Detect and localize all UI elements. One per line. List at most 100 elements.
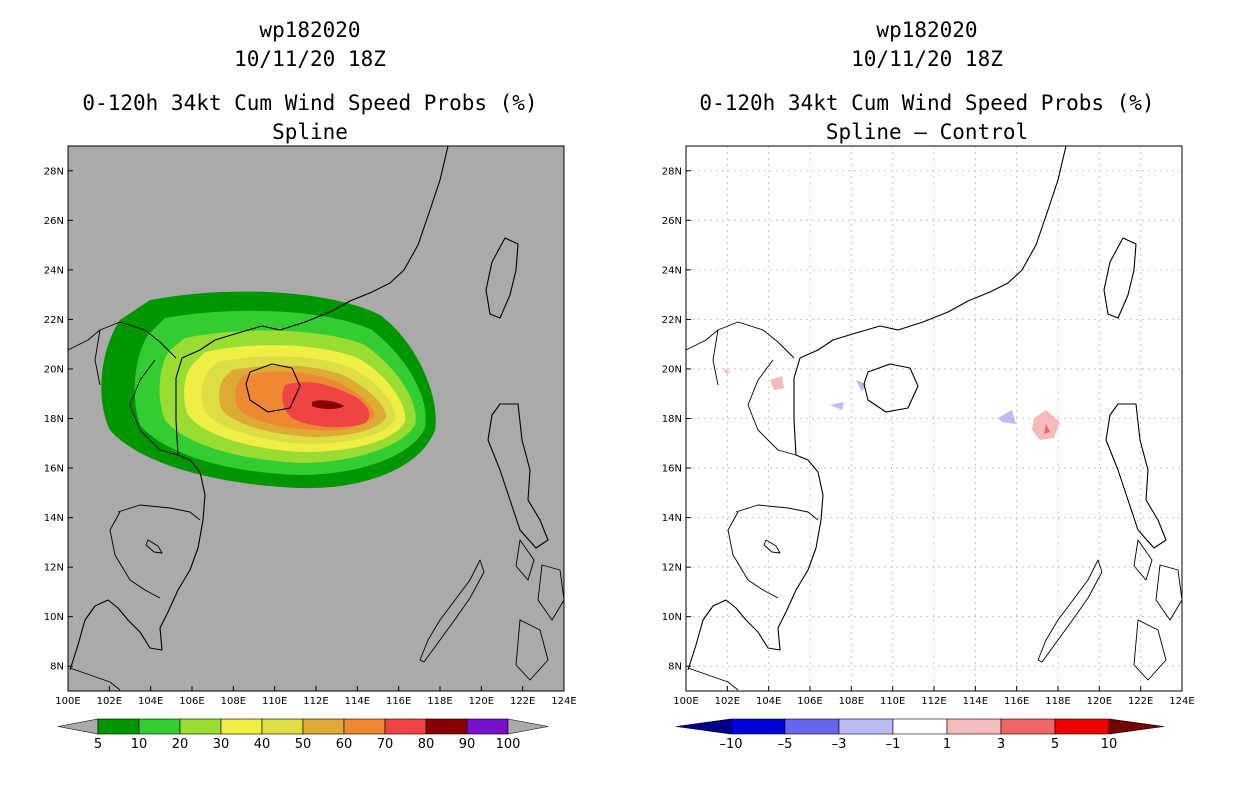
left-colorbar-swatch (220, 718, 263, 735)
right-lon-tick-label: 108E (839, 696, 864, 707)
left-lat-tick-label: 24N (44, 265, 64, 276)
right-colorbar-label: 1 (943, 737, 951, 752)
right-colorbar-swatch (838, 718, 894, 735)
left-lon-tick-label: 108E (221, 696, 246, 707)
right-lon-tick-label: 116E (1004, 696, 1029, 707)
right-colorbar-swatch (946, 718, 1002, 735)
left-lat-tick-label: 28N (44, 166, 64, 177)
right-colorbar-label: 10 (1101, 737, 1118, 752)
left-datetime: 10/11/20 18Z (234, 47, 386, 71)
right-colorbar-swatch (784, 718, 840, 735)
right-colorbar-low-arrow (675, 718, 732, 735)
right-lon-tick-label: 124E (1169, 696, 1194, 707)
right-lat-tick-label: 20N (662, 364, 682, 375)
left-lon-tick-label: 110E (262, 696, 287, 707)
right-colorbar-swatch (1054, 718, 1110, 735)
right-lat-tick-label: 16N (662, 464, 682, 475)
left-colorbar-swatch (261, 718, 304, 735)
left-lat-tick-label: 12N (44, 563, 64, 574)
left-colorbar-low-arrow (57, 718, 99, 735)
right-lon-tick-label: 112E (921, 696, 946, 707)
right-lat-tick-label: 24N (662, 265, 682, 276)
right-product: 0-120h 34kt Cum Wind Speed Probs (%) (699, 91, 1155, 115)
right-axes: 100E 102E 104E 106E 108E 110E 112E 114E 116E 118E… (662, 166, 1195, 707)
right-lat-tick-label: 10N (662, 612, 682, 623)
right-lat-tick-label: 26N (662, 216, 682, 227)
right-colorbar-label: 5 (1051, 737, 1059, 752)
left-colorbar-swatch (384, 718, 427, 735)
left-colorbar-swatch (302, 718, 345, 735)
right-lon-tick-label: 122E (1128, 696, 1153, 707)
left-map: 100E 102E 104E 106E 108E 110E 112E 114E 116E 118E… (44, 145, 577, 752)
left-colorbar-swatch (179, 718, 222, 735)
right-colorbar-swatch (892, 718, 948, 735)
right-colorbar-label: –3 (832, 737, 847, 752)
left-colorbar-swatch (97, 718, 140, 735)
left-title-block: wp182020 10/11/20 18Z (60, 16, 560, 74)
right-lat-tick-label: 18N (662, 414, 682, 425)
left-colorbar-label: 70 (377, 737, 394, 752)
left-colorbar-label: 90 (459, 737, 476, 752)
right-storm-id: wp182020 (876, 18, 978, 42)
right-lon-tick-label: 120E (1087, 696, 1112, 707)
left-colorbar-swatch (138, 718, 181, 735)
left-product: 0-120h 34kt Cum Wind Speed Probs (%) (82, 91, 538, 115)
left-colorbar: 5 10 20 30 40 50 60 70 80 90 100 (57, 718, 549, 752)
right-lat-tick-label: 12N (662, 563, 682, 574)
right-lon-tick-label: 100E (673, 696, 698, 707)
left-colorbar-label: 30 (213, 737, 230, 752)
left-lon-tick-label: 114E (345, 696, 370, 707)
right-gridlines (686, 146, 1182, 691)
left-lat-tick-label: 20N (44, 364, 64, 375)
left-colorbar-label: 50 (295, 737, 312, 752)
right-lat-tick-label: 22N (662, 315, 682, 326)
left-lat-tick-label: 8N (50, 662, 64, 673)
right-lat-tick-label: 8N (668, 662, 682, 673)
left-colorbar-swatch (425, 718, 468, 735)
right-lon-tick-label: 102E (715, 696, 740, 707)
right-title-block: wp182020 10/11/20 18Z (677, 16, 1177, 74)
right-colorbar-label: 3 (997, 737, 1005, 752)
right-colorbar-swatch (1000, 718, 1056, 735)
left-probability-shading (101, 291, 436, 489)
left-colorbar-label: 80 (418, 737, 435, 752)
left-axes: 100E 102E 104E 106E 108E 110E 112E 114E 116E 118E… (44, 166, 577, 707)
left-lat-tick-label: 26N (44, 216, 64, 227)
left-lon-tick-label: 100E (55, 696, 80, 707)
right-lat-tick-label: 14N (662, 513, 682, 524)
right-datetime: 10/11/20 18Z (851, 47, 1003, 71)
right-lat-tick-label: 28N (662, 166, 682, 177)
left-lat-tick-label: 18N (44, 414, 64, 425)
right-colorbar-label: –5 (778, 737, 793, 752)
right-lon-tick-label: 110E (880, 696, 905, 707)
left-lat-tick-label: 16N (44, 464, 64, 475)
left-lon-tick-label: 112E (303, 696, 328, 707)
left-lon-tick-label: 116E (386, 696, 411, 707)
left-colorbar-high-arrow (507, 718, 549, 735)
right-lon-tick-label: 114E (963, 696, 988, 707)
right-lon-tick-label: 118E (1045, 696, 1070, 707)
left-colorbar-swatch (466, 718, 509, 735)
left-colorbar-label: 100 (496, 737, 521, 752)
left-lon-tick-label: 104E (138, 696, 163, 707)
left-lon-tick-label: 122E (510, 696, 535, 707)
right-difference-shading (723, 368, 1060, 440)
left-colorbar-label: 10 (131, 737, 148, 752)
left-lon-tick-label: 124E (551, 696, 576, 707)
left-lat-tick-label: 14N (44, 513, 64, 524)
left-colorbar-label: 60 (336, 737, 353, 752)
left-colorbar-label: 40 (254, 737, 271, 752)
right-colorbar-label: –1 (886, 737, 901, 752)
left-colorbar-swatch (343, 718, 386, 735)
left-lat-tick-label: 22N (44, 315, 64, 326)
right-product-block: 0-120h 34kt Cum Wind Speed Probs (%) Spl… (677, 89, 1177, 147)
right-colorbar-high-arrow (1108, 718, 1165, 735)
left-lon-tick-label: 102E (97, 696, 122, 707)
left-product-block: 0-120h 34kt Cum Wind Speed Probs (%) Spl… (60, 89, 560, 147)
left-subtitle: Spline (272, 120, 348, 144)
left-lat-tick-label: 10N (44, 612, 64, 623)
right-lon-tick-label: 106E (797, 696, 822, 707)
right-lon-tick-label: 104E (756, 696, 781, 707)
right-colorbar-label: –10 (719, 737, 742, 752)
right-subtitle: Spline – Control (825, 120, 1029, 144)
